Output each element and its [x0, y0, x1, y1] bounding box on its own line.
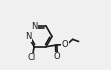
Text: O: O — [62, 40, 69, 49]
Text: O: O — [54, 52, 61, 61]
Text: Cl: Cl — [28, 53, 36, 62]
Text: N: N — [25, 32, 31, 41]
Text: N: N — [31, 22, 37, 31]
